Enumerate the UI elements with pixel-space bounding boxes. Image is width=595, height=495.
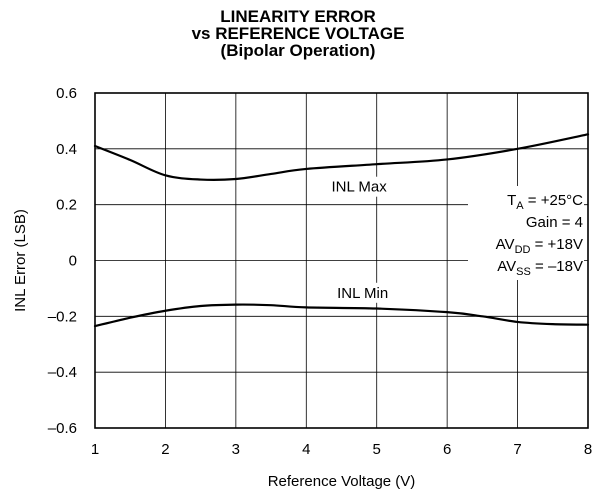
y-tick-label: 0: [69, 253, 77, 270]
y-tick-label: 0.2: [56, 197, 77, 214]
series-line-inl-max: [93, 133, 590, 181]
title-line-2: vs REFERENCE VOLTAGE: [192, 24, 405, 43]
x-tick-label: 1: [91, 441, 99, 458]
x-tick-label: 2: [161, 441, 169, 458]
x-axis-ticks: 1 2 3 4 5 6 7 8: [91, 441, 592, 458]
series-annotation: INL Max: [331, 179, 387, 196]
series-annotation: INL Min: [337, 285, 388, 302]
plot-area-frame: [94, 92, 589, 429]
annotation-backing: [322, 282, 403, 303]
y-axis-label: INL Error (LSB): [12, 209, 29, 312]
y-tick-label: 0.6: [56, 85, 77, 102]
title-line-3: (Bipolar Operation): [221, 41, 376, 60]
data-series: [93, 133, 590, 328]
condition-line: Gain = 4: [526, 214, 583, 231]
title-line-1: LINEARITY ERROR: [220, 7, 376, 26]
series-annotations: INL Max INL Min: [319, 176, 403, 303]
x-tick-label: 8: [584, 441, 592, 458]
condition-line: AVSS = –18V: [497, 258, 583, 278]
x-axis-label: Reference Voltage (V): [268, 473, 416, 490]
x-tick-label: 3: [232, 441, 240, 458]
y-tick-label: –0.4: [48, 364, 77, 381]
series-line-inl-min: [93, 303, 590, 328]
x-tick-label: 7: [513, 441, 521, 458]
x-tick-label: 5: [373, 441, 381, 458]
condition-line: TA = +25°C: [507, 192, 583, 212]
y-tick-label: –0.2: [48, 308, 77, 325]
y-axis-ticks: 0.6 0.4 0.2 0 –0.2 –0.4 –0.6: [48, 85, 77, 437]
y-tick-label: –0.6: [48, 420, 77, 437]
conditions-backing: [468, 186, 584, 280]
x-tick-label: 4: [302, 441, 310, 458]
x-tick-label: 6: [443, 441, 451, 458]
condition-line: AVDD = +18V: [496, 236, 583, 256]
annotation-backing: [319, 176, 400, 197]
y-tick-label: 0.4: [56, 141, 77, 158]
